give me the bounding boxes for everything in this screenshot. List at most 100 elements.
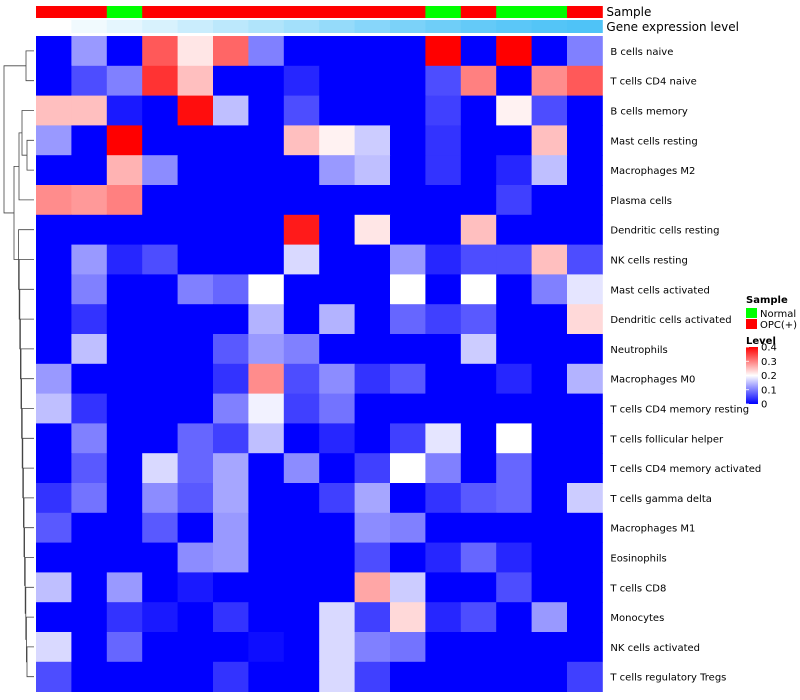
heatmap-cell	[142, 542, 178, 573]
sample-annotation-cell	[283, 6, 320, 18]
heatmap-cell	[390, 36, 426, 67]
heatmap-cell	[390, 632, 426, 663]
heatmap-cell	[567, 363, 603, 394]
heatmap-cell	[177, 36, 214, 67]
gene-expression-annotation-cell	[496, 20, 532, 33]
heatmap-cell	[354, 65, 391, 96]
heatmap-cell	[71, 244, 108, 275]
heatmap-cell	[36, 155, 72, 186]
heatmap-cell	[496, 483, 532, 514]
heatmap-cell	[248, 304, 285, 335]
sample-annotation-cell	[425, 6, 462, 18]
heatmap-cell	[248, 661, 285, 692]
heatmap-cell	[460, 393, 497, 424]
heatmap-cell	[531, 393, 568, 424]
row-label: T cells CD4 memory activated	[609, 464, 761, 475]
heatmap-cell	[71, 334, 108, 365]
sample-annotation-cell	[319, 6, 355, 18]
row-label: T cells regulatory Tregs	[609, 673, 726, 684]
heatmap-cell	[390, 244, 426, 275]
heatmap-cell	[106, 185, 143, 216]
dendrogram-branch	[3, 65, 26, 214]
heatmap-cell	[142, 512, 178, 543]
row-label: B cells naive	[610, 47, 673, 58]
level-legend-tick-label: 0.2	[761, 371, 777, 382]
heatmap-cell	[390, 483, 426, 514]
heatmap-cell	[142, 65, 178, 96]
heatmap-cell	[319, 453, 355, 484]
heatmap-cell	[106, 453, 143, 484]
heatmap-cell	[531, 334, 568, 365]
heatmap-cell	[319, 155, 355, 186]
heatmap-cell	[496, 125, 532, 156]
heatmap-cell	[248, 125, 285, 156]
heatmap-cell	[425, 542, 462, 573]
heatmap-cell	[354, 214, 391, 245]
heatmap-cell	[177, 363, 214, 394]
heatmap-cell	[248, 65, 285, 96]
dendrogram-branch	[26, 616, 34, 663]
level-legend-title: Level	[746, 336, 776, 347]
heatmap-cell	[283, 542, 320, 573]
heatmap-cell	[567, 393, 603, 424]
heatmap-cell	[319, 542, 355, 573]
heatmap-cell	[177, 185, 214, 216]
heatmap-cell	[567, 185, 603, 216]
heatmap-cell	[71, 483, 108, 514]
heatmap-cell	[531, 632, 568, 663]
row-dendrogram	[3, 50, 34, 678]
heatmap-cell	[496, 36, 532, 67]
heatmap-cell	[319, 334, 355, 365]
heatmap-cell	[567, 334, 603, 365]
sample-annotation-cell	[142, 6, 178, 18]
heatmap-cell	[36, 95, 72, 126]
heatmap-cell	[71, 95, 108, 126]
heatmap-cell	[390, 572, 426, 603]
heatmap-cell	[390, 155, 426, 186]
level-legend-tick-label: 0	[761, 400, 767, 411]
heatmap-cell	[71, 632, 108, 663]
heatmap-cell	[106, 542, 143, 573]
heatmap-cell	[106, 125, 143, 156]
heatmap-cell	[213, 512, 249, 543]
heatmap-cell	[36, 393, 72, 424]
gene-expression-annotation-cell	[71, 20, 108, 33]
heatmap-cell	[142, 602, 178, 633]
heatmap-cell	[71, 65, 108, 96]
heatmap-cell	[319, 125, 355, 156]
heatmap-cell	[177, 304, 214, 335]
heatmap-cell	[319, 512, 355, 543]
heatmap-cell	[390, 125, 426, 156]
heatmap-cell	[177, 244, 214, 275]
heatmap-cell	[283, 125, 320, 156]
sample-annotation-cell	[390, 6, 426, 18]
heatmap-cell	[425, 393, 462, 424]
heatmap-cell	[36, 632, 72, 663]
heatmap-cell	[248, 244, 285, 275]
heatmap-cell	[142, 185, 178, 216]
sample-annotation-cell	[248, 6, 285, 18]
heatmap-cell	[531, 483, 568, 514]
heatmap-cell	[531, 363, 568, 394]
heatmap-cell	[425, 483, 462, 514]
sample-legend-swatch	[746, 308, 757, 318]
heatmap-cell	[248, 542, 285, 573]
gene-expression-annotation-cell	[213, 20, 249, 33]
row-label: Monocytes	[610, 613, 664, 624]
heatmap-cell	[567, 125, 603, 156]
heatmap-cell	[213, 334, 249, 365]
heatmap-cell	[36, 483, 72, 514]
heatmap-cell	[36, 602, 72, 633]
heatmap-cell	[425, 661, 462, 692]
gene-expression-annotation-cell	[248, 20, 285, 33]
heatmap-cell	[106, 304, 143, 335]
heatmap-cell	[177, 274, 214, 305]
heatmap-cell	[496, 155, 532, 186]
dendrogram-branch	[26, 139, 34, 171]
heatmap-cell	[567, 304, 603, 335]
dendrogram-branch	[18, 132, 34, 201]
row-label: B cells memory	[610, 107, 687, 118]
heatmap-cell	[460, 453, 497, 484]
heatmap-cell	[390, 95, 426, 126]
